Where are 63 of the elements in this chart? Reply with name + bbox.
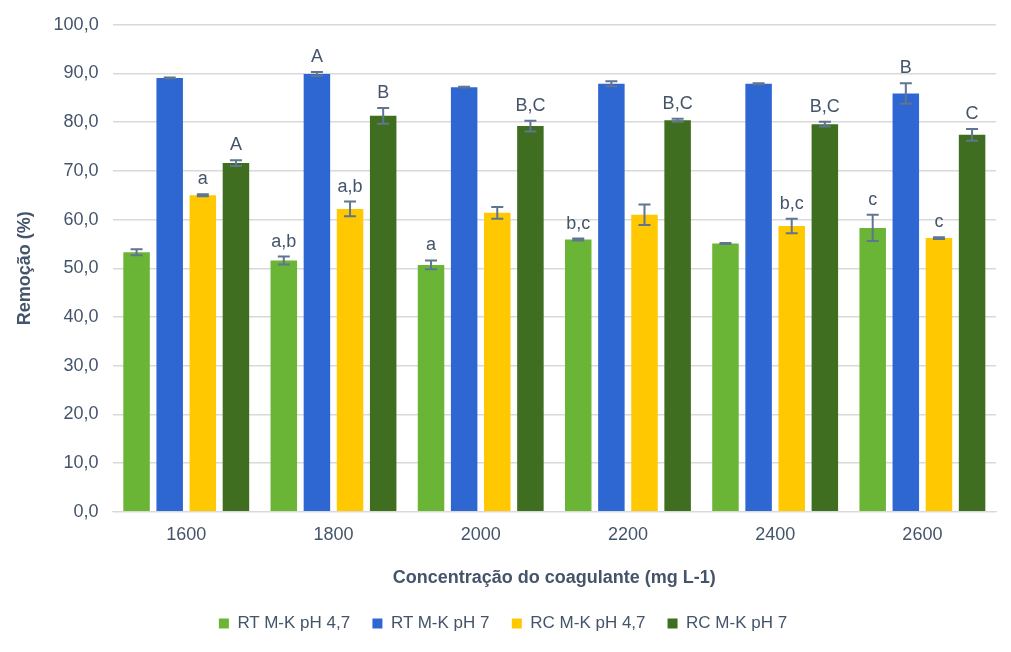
bar [270,260,298,512]
x-tick-label: 2200 [607,523,648,544]
data-label: a [197,168,209,189]
bar [517,126,544,512]
bar [859,227,886,512]
bar [565,239,592,512]
bar [222,163,250,512]
bar [484,212,511,512]
bar [598,83,625,512]
legend-label: RT M-K pH 7 [390,613,490,633]
x-tick-label: 2600 [902,523,943,544]
y-tick-label: 70,0 [63,159,99,180]
y-axis-title: Remoção (%) [13,211,34,326]
bar [712,243,739,512]
bar [925,238,953,512]
y-tick-label: 30,0 [63,354,99,375]
data-label: b,c [566,212,591,233]
y-tick-label: 20,0 [63,403,99,424]
y-tick-label: 100,0 [53,13,99,34]
bar [958,134,986,512]
bar [156,77,183,512]
data-label: a,b [337,175,363,196]
y-tick-label: 0,0 [73,500,99,521]
y-tick-label: 90,0 [63,62,99,83]
bar [664,120,691,512]
y-tick-label: 50,0 [63,257,99,278]
y-tick-label: 80,0 [63,111,99,132]
legend-label: RT M-K pH 4,7 [237,613,351,633]
data-label: a,b [271,230,297,251]
y-tick-label: 10,0 [63,452,99,473]
data-label: c [868,188,878,209]
data-label: B,C [809,95,840,116]
legend-label: RC M-K pH 4,7 [530,613,646,633]
bar [450,87,478,512]
y-tick-label: 60,0 [63,208,99,229]
x-tick-label: 2400 [755,523,796,544]
x-tick-label: 2000 [460,523,501,544]
x-tick-label: 1800 [313,523,354,544]
bar [417,264,445,512]
x-tick-label: 1600 [166,523,207,544]
bar [778,225,805,512]
bar [303,73,331,512]
data-label: A [310,46,323,67]
data-label: A [229,134,242,155]
data-label: B,C [515,94,546,115]
bar [745,83,772,512]
bar [123,252,150,512]
legend-label: RC M-K pH 7 [686,613,788,633]
bar [892,93,920,512]
x-axis-title: Concentração do coagulante (mg L-1) [392,567,716,588]
data-label: a [426,234,438,255]
data-label: C [965,102,979,123]
data-label: B,C [662,92,693,113]
data-label: B [899,57,912,78]
bar [336,208,364,512]
data-label: b,c [779,192,804,213]
bar [189,195,217,512]
bar [811,124,839,512]
bar [631,214,658,512]
bar [369,115,397,512]
y-tick-label: 40,0 [63,305,99,326]
data-label: B [377,82,390,103]
data-label: c [934,211,944,232]
